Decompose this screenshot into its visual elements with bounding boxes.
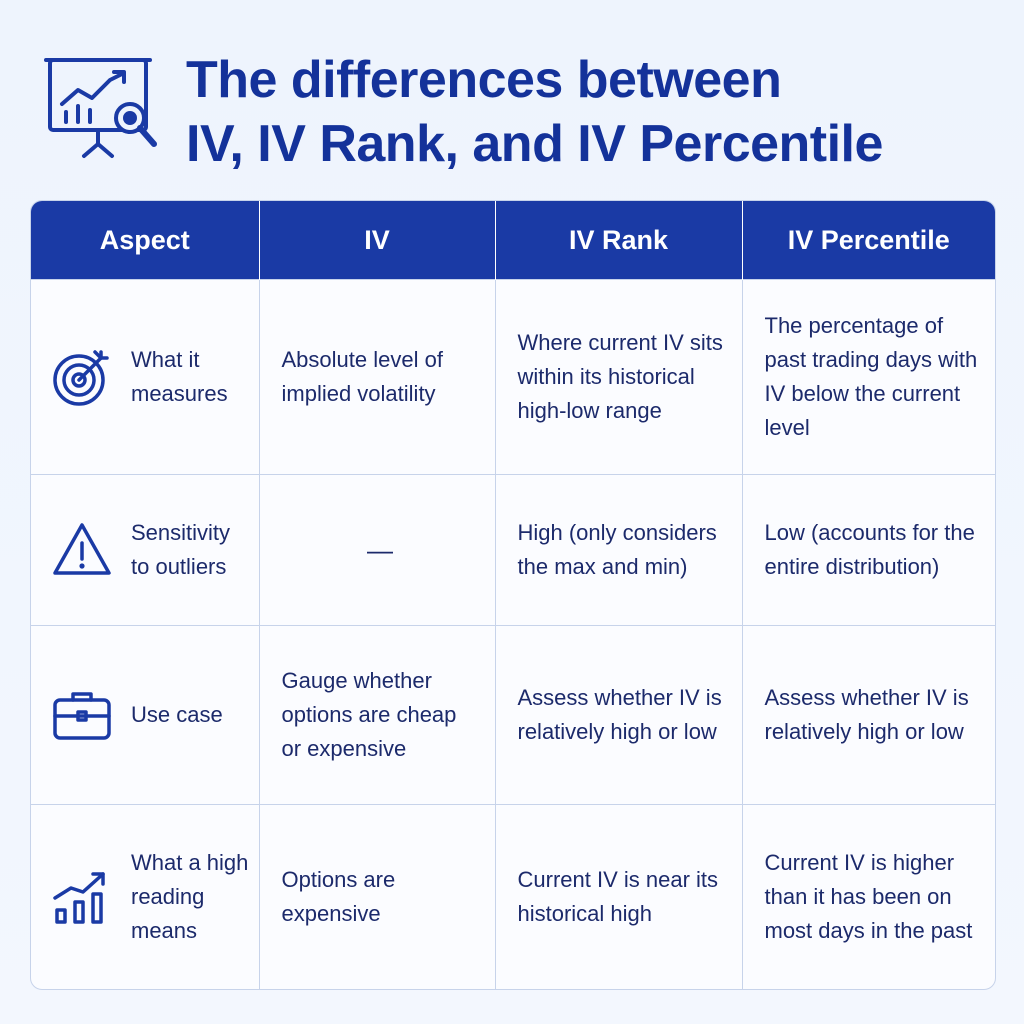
cell-text: Where current IV sits within its histori… (517, 330, 723, 423)
iv-percentile-cell: Current IV is higher than it has been on… (742, 804, 995, 989)
cell-text: High (only considers the max and min) (517, 520, 717, 579)
iv-percentile-cell: Low (accounts for the entire distributio… (742, 474, 995, 626)
aspect-cell: Sensitivity to outliers (31, 474, 260, 626)
table-row: What a high reading means Options are ex… (31, 804, 995, 989)
iv-rank-cell: Assess whether IV is relatively high or … (495, 625, 743, 805)
iv-cell: Absolute level of implied volatility (259, 279, 496, 475)
cell-text: Current IV is near its historical high (517, 867, 719, 926)
cell-text: Options are expensive (281, 867, 396, 926)
cell-text: Low (accounts for the entire distributio… (764, 520, 975, 579)
table-header-row: Aspect IV IV Rank IV Percentile (31, 201, 995, 280)
page-title: The differences between IV, IV Rank, and… (186, 48, 1006, 176)
cell-text: Assess whether IV is relatively high or … (517, 685, 722, 744)
cell-text: — (367, 535, 393, 565)
iv-cell: Options are expensive (259, 804, 496, 989)
aspect-label: Use case (131, 702, 223, 727)
cell-text: Gauge whether options are cheap or expen… (281, 668, 457, 761)
title-line-2: IV, IV Rank, and IV Percentile (186, 115, 883, 173)
column-header-iv-rank: IV Rank (495, 201, 743, 280)
aspect-cell: Use case (31, 625, 260, 805)
iv-percentile-cell: Assess whether IV is relatively high or … (742, 625, 995, 805)
header: The differences between IV, IV Rank, and… (0, 0, 1024, 200)
column-header-iv: IV (259, 201, 496, 280)
aspect-label: What a high reading means (131, 850, 249, 943)
cell-text: Absolute level of implied volatility (281, 347, 443, 406)
warning-icon (53, 523, 111, 575)
table-row: Sensitivity to outliers — High (only con… (31, 474, 995, 626)
cell-text: Assess whether IV is relatively high or … (764, 685, 969, 744)
briefcase-icon (53, 692, 111, 740)
iv-rank-cell: Current IV is near its historical high (495, 804, 743, 989)
iv-rank-cell: High (only considers the max and min) (495, 474, 743, 626)
aspect-cell: What it measures (31, 279, 260, 475)
cell-text: Current IV is higher than it has been on… (764, 850, 973, 943)
iv-cell: Gauge whether options are cheap or expen… (259, 625, 496, 805)
chart-presentation-magnifier-icon (44, 58, 157, 158)
aspect-label: Sensitivity to outliers (131, 520, 231, 579)
aspect-cell: What a high reading means (31, 804, 260, 989)
table-row: Use case Gauge whether options are cheap… (31, 625, 995, 805)
comparison-table: Aspect IV IV Rank IV Percentile (30, 200, 996, 990)
table-row: What it measures Absolute level of impli… (31, 279, 995, 475)
iv-cell: — (259, 474, 496, 626)
title-line-1: The differences between (186, 51, 782, 109)
rising-bars-icon (53, 872, 105, 924)
target-icon (53, 350, 109, 406)
column-header-aspect: Aspect (31, 201, 260, 280)
column-header-iv-percentile: IV Percentile (742, 201, 995, 280)
iv-percentile-cell: The percentage of past trading days with… (742, 279, 995, 475)
cell-text: The percentage of past trading days with… (764, 313, 978, 440)
iv-rank-cell: Where current IV sits within its histori… (495, 279, 743, 475)
aspect-label: What it measures (131, 347, 228, 406)
